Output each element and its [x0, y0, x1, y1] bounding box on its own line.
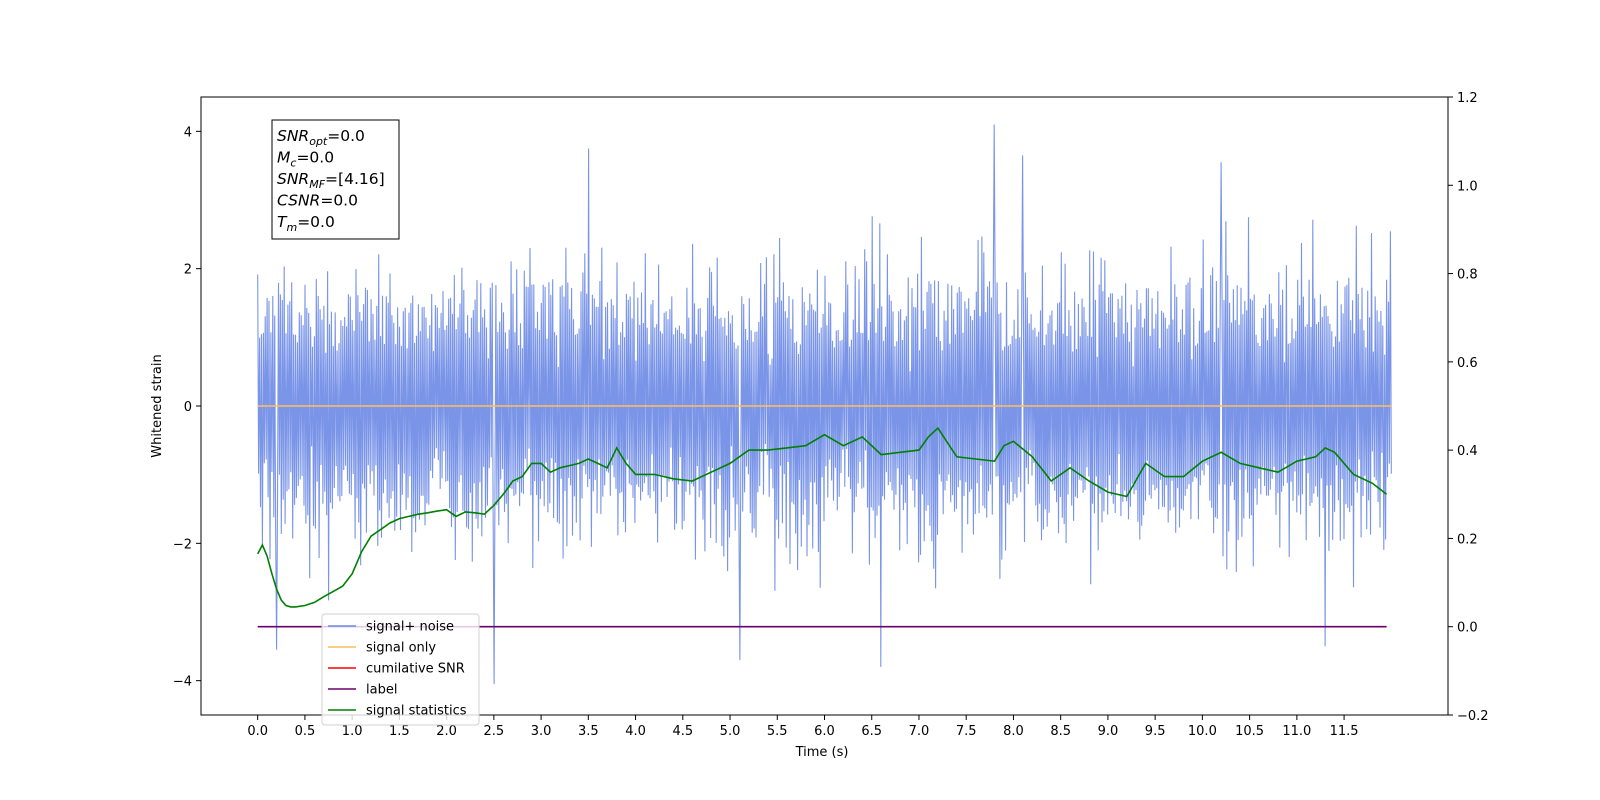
y-tick-label: 4	[184, 125, 192, 140]
x-tick-label: 7.5	[956, 724, 977, 739]
legend-label: label	[366, 683, 397, 698]
x-tick-label: 0.0	[247, 724, 268, 739]
signal-noise-layer	[257, 124, 1392, 685]
info-box-frame	[271, 119, 400, 240]
info-value: =0.0	[296, 149, 334, 167]
info-symbol: CSNR	[277, 192, 320, 210]
x-axis-ticks: 0.0 0.5 1.0 1.5 2.0 2.5 3.0 3.5 4.0 4.5 5.0 5.5 6.0 6…	[247, 715, 1359, 739]
x-tick-label: 3.0	[531, 724, 552, 739]
info-symbol: T	[277, 213, 288, 231]
info-box: SNRopt=0.0Mc=0.0SNRMF=[4.16]CSNR=0.0Tm=0…	[271, 119, 400, 240]
info-subscript: m	[286, 221, 297, 234]
y2-tick-label: 1.0	[1457, 179, 1478, 194]
x-tick-label: 5.5	[767, 724, 788, 739]
y2-tick-label: 1.2	[1457, 91, 1478, 106]
info-value: =0.0	[320, 192, 358, 210]
x-tick-label: 10.0	[1188, 724, 1217, 739]
x-tick-label: 7.0	[909, 724, 930, 739]
y-tick-label: 0	[184, 400, 192, 415]
x-tick-label: 9.0	[1098, 724, 1119, 739]
legend-label: signal+ noise	[366, 620, 454, 635]
info-subscript: c	[290, 157, 296, 170]
info-symbol: SNR	[277, 127, 309, 145]
info-subscript: MF	[309, 178, 325, 191]
info-line: SNRopt=0.0	[277, 127, 365, 148]
y2-tick-label: 0.0	[1457, 621, 1478, 636]
y-axis-label: Whitened strain	[150, 354, 165, 457]
y-tick-label: −2	[173, 537, 192, 552]
legend-frame	[321, 613, 480, 726]
y2-axis-ticks: −0.2 0.0 0.2 0.4 0.6 0.8 1.0 1.2	[1448, 91, 1489, 724]
info-line: SNRMF=[4.16]	[277, 170, 385, 191]
info-value: =[4.16]	[325, 170, 385, 188]
x-tick-label: 6.0	[814, 724, 835, 739]
info-line: CSNR=0.0	[277, 192, 358, 210]
series-signal-statistics-line	[256, 426, 1388, 608]
legend: signal+ noise signal only cumilative SNR la…	[321, 613, 480, 726]
y2-tick-label: 0.6	[1457, 356, 1478, 371]
x-tick-label: 2.0	[436, 724, 457, 739]
x-tick-label: 8.0	[1003, 724, 1024, 739]
info-value: =0.0	[327, 127, 365, 145]
x-tick-label: 11.5	[1330, 724, 1359, 739]
legend-label: cumilative SNR	[366, 662, 465, 677]
y-tick-label: −4	[173, 675, 192, 690]
y-axis-ticks: −4 −2 0 2 4	[173, 125, 201, 690]
y2-tick-label: 0.4	[1457, 444, 1478, 459]
x-axis-label: Time (s)	[795, 745, 849, 760]
legend-label: signal statistics	[366, 704, 467, 719]
x-tick-label: 3.5	[578, 724, 599, 739]
x-tick-label: 5.0	[720, 724, 741, 739]
x-tick-label: 0.5	[295, 724, 316, 739]
info-symbol: SNR	[277, 170, 309, 188]
x-tick-label: 1.0	[342, 724, 363, 739]
x-tick-label: 11.0	[1282, 724, 1311, 739]
legend-label: signal only	[366, 641, 436, 656]
y2-tick-label: 0.2	[1457, 532, 1478, 547]
x-tick-label: 8.5	[1050, 724, 1071, 739]
series-signal-noise-line	[257, 124, 1392, 685]
y-tick-label: 2	[184, 263, 192, 278]
x-tick-label: 6.5	[861, 724, 882, 739]
info-symbol: M	[277, 149, 290, 167]
x-tick-label: 4.0	[625, 724, 646, 739]
info-line: Mc=0.0	[277, 149, 334, 170]
y2-tick-label: 0.8	[1457, 268, 1478, 283]
x-tick-label: 9.5	[1145, 724, 1166, 739]
x-tick-label: 10.5	[1235, 724, 1264, 739]
info-line: Tm=0.0	[277, 213, 335, 234]
x-tick-label: 4.5	[672, 724, 693, 739]
info-value: =0.0	[297, 213, 335, 231]
x-tick-label: 2.5	[484, 724, 505, 739]
x-tick-label: 1.5	[389, 724, 410, 739]
info-subscript: opt	[309, 135, 328, 148]
y2-tick-label: −0.2	[1457, 709, 1489, 724]
